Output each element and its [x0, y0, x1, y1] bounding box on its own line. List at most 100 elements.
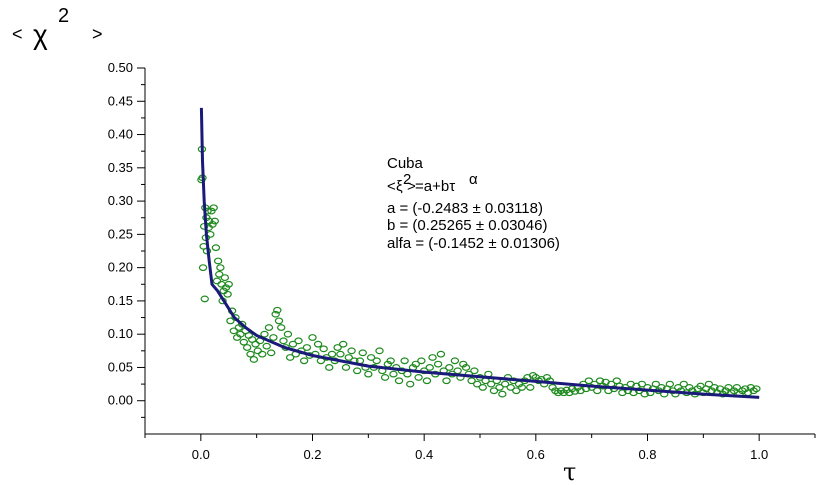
- data-point: [333, 344, 342, 351]
- y-tick-label: 0.05: [108, 359, 133, 374]
- annotation-a: a = (-0.2483 ± 0.03118): [387, 200, 543, 217]
- data-point: [679, 380, 688, 388]
- data-point: [273, 306, 282, 314]
- data-point: [651, 380, 661, 388]
- data-point: [526, 384, 535, 391]
- data-point: [212, 277, 222, 285]
- data-point: [249, 356, 259, 363]
- equation-gt: >: [407, 178, 416, 195]
- y-label-open: <: [12, 24, 23, 44]
- data-point: [319, 345, 328, 353]
- y-axis-label: < χ 2 >: [12, 5, 103, 50]
- data-point: [283, 330, 293, 338]
- data-point: [339, 340, 348, 348]
- data-point: [220, 274, 230, 282]
- y-tick-label: 0.20: [108, 260, 133, 275]
- data-point: [336, 350, 345, 358]
- y-tick-label: 0.25: [108, 226, 133, 241]
- data-point: [665, 380, 675, 388]
- data-point: [260, 330, 269, 338]
- data-point: [211, 244, 221, 252]
- y-tick-label: 0.30: [108, 193, 133, 208]
- data-point: [266, 349, 276, 357]
- data-point: [209, 204, 218, 212]
- data-point: [400, 357, 409, 365]
- data-point: [216, 264, 225, 272]
- y-tick-label: 0.45: [108, 93, 133, 108]
- data-point: [262, 342, 271, 350]
- data-point: [470, 367, 479, 375]
- data-point: [208, 220, 217, 228]
- data-point: [428, 354, 437, 361]
- data-point: [411, 360, 420, 368]
- data-point: [406, 380, 415, 388]
- equation-alpha: α: [469, 171, 478, 188]
- data-point: [213, 257, 223, 265]
- data-point: [341, 364, 351, 371]
- data-point: [495, 384, 504, 391]
- data-point: [528, 372, 538, 379]
- data-point: [274, 317, 284, 325]
- data-point: [517, 384, 527, 391]
- data-point: [327, 350, 337, 358]
- x-axis-label: τ: [563, 458, 576, 485]
- y-tick-label: 0.35: [108, 160, 133, 175]
- data-point: [417, 357, 426, 365]
- data-point: [344, 354, 353, 361]
- data-point: [556, 387, 566, 395]
- data-point: [450, 357, 460, 365]
- fit-annotation: Cuba < ξ 2 > =a+bτ α a = (-0.2483 ± 0.03…: [387, 155, 560, 252]
- x-ticks: 0.0 0.2 0.4 0.6 0.8 1.0: [144, 434, 816, 462]
- data-point: [732, 384, 742, 391]
- x-tick-label: 1.0: [750, 447, 768, 462]
- y-label-close: >: [92, 24, 103, 44]
- y-tick-label: 0.50: [108, 60, 133, 75]
- data-point: [269, 334, 278, 341]
- data-point: [498, 390, 507, 398]
- data-point: [271, 310, 280, 318]
- data-point: [380, 374, 390, 381]
- annotation-alfa: alfa = (-0.1452 ± 0.01306): [387, 235, 560, 252]
- data-point: [389, 370, 398, 378]
- data-point: [277, 324, 286, 331]
- data-point: [553, 389, 563, 397]
- data-point: [251, 340, 260, 348]
- data-point: [258, 350, 267, 358]
- x-tick-label: 0.6: [527, 447, 545, 462]
- equation-xi: ξ: [396, 178, 403, 195]
- data-point: [347, 347, 356, 355]
- x-tick-label: 0.8: [638, 447, 656, 462]
- data-point: [489, 387, 499, 395]
- x-tick-label: 0.0: [192, 447, 210, 462]
- annotation-b: b = (0.25265 ± 0.03046): [387, 217, 547, 234]
- data-point: [253, 347, 262, 355]
- y-tick-label: 0.15: [108, 293, 133, 308]
- data-point: [375, 347, 384, 355]
- data-point: [506, 384, 515, 391]
- data-point: [704, 380, 714, 388]
- data-point: [461, 364, 471, 371]
- data-point: [224, 280, 233, 288]
- scatter-points: [197, 145, 761, 398]
- data-point: [593, 387, 602, 395]
- data-point: [433, 360, 443, 368]
- data-point: [436, 350, 446, 358]
- data-point: [285, 354, 295, 361]
- data-point: [445, 364, 454, 371]
- data-point: [325, 364, 334, 371]
- data-point: [584, 377, 594, 385]
- data-point: [302, 344, 312, 351]
- data-point: [386, 357, 395, 365]
- data-point: [226, 317, 235, 325]
- data-point: [473, 380, 482, 388]
- data-point: [239, 338, 249, 346]
- data-point: [442, 377, 451, 385]
- data-point: [453, 367, 462, 375]
- equation-rest: =a+bτ: [415, 178, 455, 195]
- data-point: [366, 354, 376, 361]
- data-point: [364, 370, 373, 378]
- data-point: [358, 349, 367, 357]
- data-point: [512, 387, 521, 395]
- data-point: [394, 377, 404, 385]
